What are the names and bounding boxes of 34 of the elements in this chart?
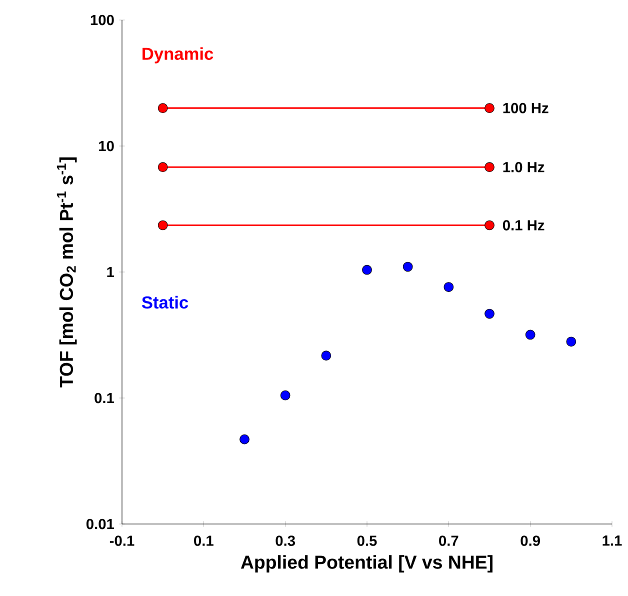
x-tick-label: 0.9 (520, 536, 540, 546)
x-tick-label: 0.7 (439, 536, 458, 546)
y-tick-label: 0.01 (86, 518, 114, 530)
point (362, 264, 372, 275)
annotation: Dynamic (142, 47, 214, 64)
x-tick-label: 0.1 (194, 536, 214, 546)
point (484, 308, 494, 319)
point (158, 103, 168, 114)
point (484, 220, 494, 230)
y-tick-label: 1 (107, 266, 114, 278)
x-tick-label: 1.1 (602, 536, 622, 546)
x-tick-label: 0.5 (357, 536, 377, 546)
point (525, 330, 536, 340)
point (566, 336, 576, 347)
point (240, 434, 250, 444)
x-axis-title: Applied Potential [V vs NHE] (240, 555, 492, 573)
series-label: 100 Hz (503, 102, 548, 114)
point (402, 262, 413, 272)
point (280, 390, 290, 400)
y-tick-label: 10 (99, 140, 114, 152)
point (484, 103, 494, 114)
text: Static (142, 296, 188, 309)
x-tick-label: -0.1 (110, 536, 134, 546)
point (484, 162, 494, 172)
point (444, 282, 454, 292)
x-tick-label: 0.3 (276, 536, 296, 546)
series-label: 0.1 Hz (502, 220, 544, 230)
point (158, 220, 168, 230)
point (321, 350, 332, 361)
y-tick-label: 100 (90, 14, 114, 26)
point (158, 162, 168, 172)
y-tick-label: 0.1 (94, 392, 114, 404)
y-axis-title: TOF [mol CO$_{2}$ mol Pt$^{-1}$ s$^{-1}$] (56, 157, 77, 388)
series-label: 1.0 Hz (503, 162, 544, 172)
